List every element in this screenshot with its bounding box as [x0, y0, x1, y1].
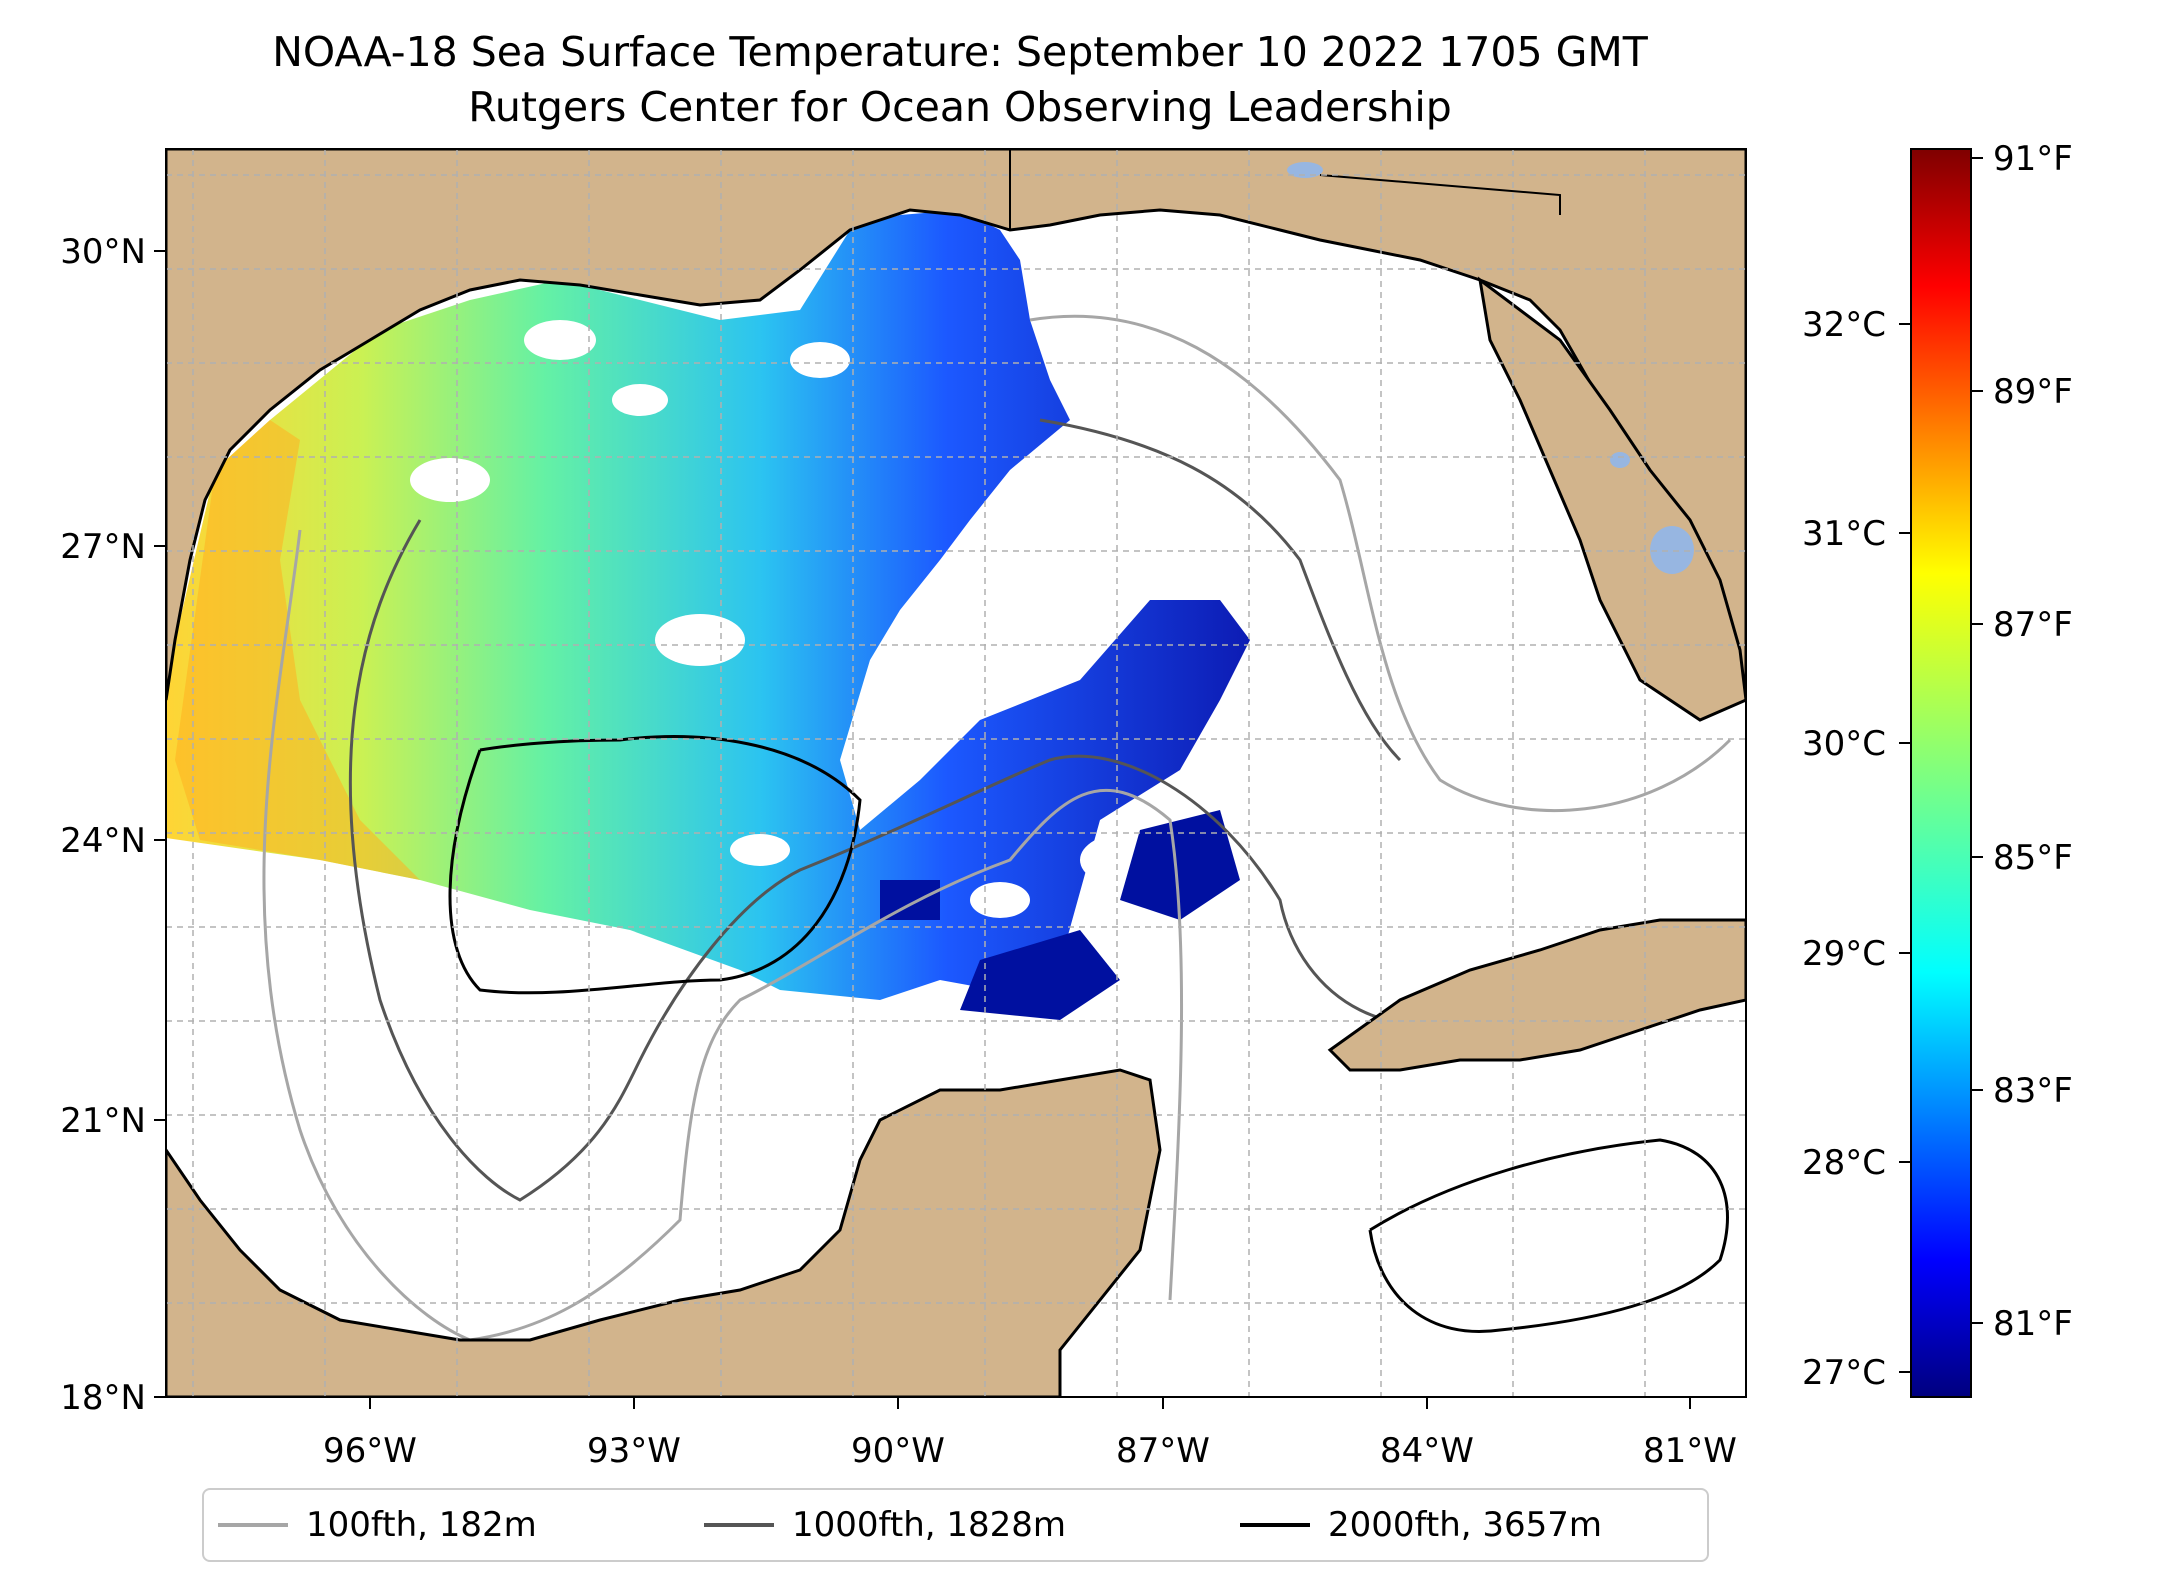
- legend-item-2000fth: 2000fth, 3657m: [1240, 1490, 1602, 1560]
- map-border: [165, 148, 1747, 1398]
- lat-tick-labels: 18°N 21°N 24°N 27°N 30°N: [60, 232, 146, 1418]
- fahrenheit-tick-83: 83°F: [1993, 1071, 2073, 1111]
- legend-label-100fth: 100fth, 182m: [306, 1505, 537, 1545]
- lon-tick-90w: 90°W: [851, 1431, 945, 1471]
- colorbar-ticks: [1899, 157, 1983, 1373]
- celsius-tick-30: 30°C: [1802, 724, 1886, 764]
- colorbar: 32°C 31°C 30°C 29°C 28°C 27°C 91°F 89°F …: [1802, 139, 2073, 1398]
- celsius-labels: 32°C 31°C 30°C 29°C 28°C 27°C: [1802, 305, 1886, 1393]
- bathymetry-contours: [262, 314, 1732, 1342]
- lon-tick-87w: 87°W: [1116, 1431, 1210, 1471]
- lat-tick-30n: 30°N: [60, 232, 146, 272]
- legend-item-100fth: 100fth, 182m: [218, 1490, 537, 1560]
- contour-2000fth: [448, 735, 1729, 1333]
- legend-label-2000fth: 2000fth, 3657m: [1328, 1505, 1603, 1545]
- contour-100fth: [262, 314, 1732, 1342]
- legend-label-1000fth: 1000fth, 1828m: [792, 1505, 1067, 1545]
- celsius-tick-29: 29°C: [1802, 934, 1886, 974]
- celsius-tick-32: 32°C: [1802, 305, 1886, 345]
- axis-ticks: [154, 250, 1691, 1409]
- celsius-tick-28: 28°C: [1802, 1143, 1886, 1183]
- fahrenheit-tick-91: 91°F: [1993, 139, 2073, 179]
- sst-warm-band: [175, 420, 420, 880]
- fahrenheit-labels: 91°F 89°F 87°F 85°F 83°F 81°F: [1993, 139, 2073, 1344]
- map-panel: 96°W 93°W 90°W 87°W 84°W 81°W 18°N 21°N …: [60, 148, 1747, 1471]
- legend-line-100fth: [218, 1523, 288, 1527]
- lat-tick-27n: 27°N: [60, 527, 146, 567]
- legend-line-2000fth: [1240, 1523, 1310, 1527]
- chart-title: NOAA-18 Sea Surface Temperature: Septemb…: [272, 28, 1648, 76]
- land-cuba: [1327, 918, 1746, 1072]
- land-masses: [166, 149, 1746, 1397]
- land-mexico: [166, 1068, 1162, 1397]
- lat-tick-24n: 24°N: [60, 821, 146, 861]
- lat-tick-18n: 18°N: [60, 1378, 146, 1418]
- celsius-tick-31: 31°C: [1802, 514, 1886, 554]
- celsius-tick-27: 27°C: [1802, 1353, 1886, 1393]
- fahrenheit-tick-81: 81°F: [1993, 1304, 2073, 1344]
- fahrenheit-tick-87: 87°F: [1993, 605, 2073, 645]
- contour-legend: 100fth, 182m 1000fth, 1828m 2000fth, 365…: [202, 1488, 1709, 1562]
- lon-tick-93w: 93°W: [587, 1431, 681, 1471]
- fahrenheit-tick-85: 85°F: [1993, 838, 2073, 878]
- lon-tick-81w: 81°W: [1643, 1431, 1737, 1471]
- fahrenheit-tick-89: 89°F: [1993, 372, 2073, 412]
- sst-eastern-patches: [880, 810, 1240, 1020]
- lon-tick-labels: 96°W 93°W 90°W 87°W 84°W 81°W: [323, 1431, 1737, 1471]
- legend-line-1000fth: [704, 1523, 774, 1527]
- lon-tick-84w: 84°W: [1380, 1431, 1474, 1471]
- state-borders: [1009, 149, 1561, 230]
- chart-subtitle: Rutgers Center for Ocean Observing Leade…: [468, 83, 1452, 131]
- legend-item-1000fth: 1000fth, 1828m: [704, 1490, 1066, 1560]
- colorbar-gradient: [1910, 148, 1972, 1398]
- lon-tick-96w: 96°W: [323, 1431, 417, 1471]
- land-florida: [1477, 276, 1746, 722]
- sst-swath: [166, 210, 1250, 1000]
- lakes: [1287, 162, 1694, 574]
- contour-1000fth: [348, 418, 1501, 1202]
- lat-tick-21n: 21°N: [60, 1101, 146, 1141]
- grid-lines: [166, 149, 1746, 1397]
